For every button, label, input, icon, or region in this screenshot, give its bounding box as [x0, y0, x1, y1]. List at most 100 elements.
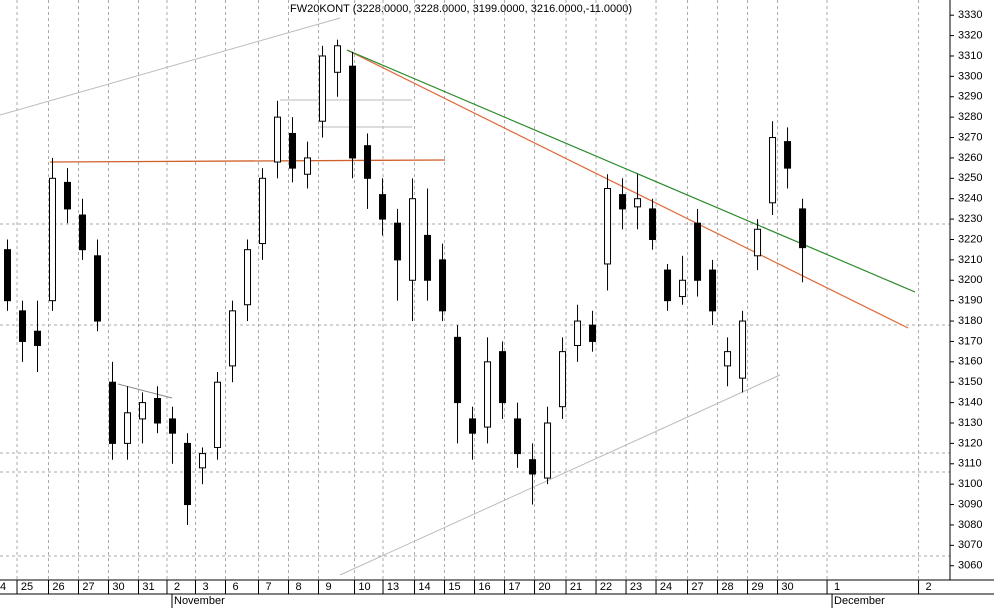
- x-tick-label: 1: [834, 581, 840, 593]
- x-tick-label: 2: [925, 581, 931, 593]
- y-tick-label: 3310: [958, 50, 982, 62]
- x-tick-label: 8: [295, 581, 301, 593]
- candle-body: [49, 177, 57, 302]
- x-tick-label: 2: [174, 581, 180, 593]
- x-tick-label: 7: [265, 581, 271, 593]
- y-tick-label: 3190: [958, 295, 982, 307]
- candle-body: [409, 198, 417, 281]
- x-tick-label: 4: [0, 581, 6, 593]
- candle-body: [199, 453, 207, 469]
- grid: [16, 0, 920, 580]
- candle-body: [124, 412, 132, 444]
- candle-body: [514, 418, 522, 455]
- y-tick-label: 3090: [958, 498, 982, 510]
- y-tick-label: 3280: [958, 111, 982, 123]
- x-tick-label: 16: [478, 581, 490, 593]
- candle-body: [4, 249, 12, 302]
- x-tick-label: 10: [358, 581, 370, 593]
- candle-body: [454, 336, 462, 404]
- candle-body: [139, 402, 147, 420]
- x-tick-label: 17: [508, 581, 520, 593]
- candle-body: [499, 351, 507, 404]
- y-tick-label: 3130: [958, 417, 982, 429]
- y-tick-label: 3290: [958, 91, 982, 103]
- x-tick-label: 24: [660, 581, 672, 593]
- trend-line: [0, 17, 341, 116]
- candle-body: [679, 279, 687, 298]
- candle-body: [274, 116, 282, 163]
- chart-title: FW20KONT (3228.0000, 3228.0000, 3199.000…: [290, 3, 632, 15]
- resistance-line: [49, 159, 446, 163]
- y-tick-label: 3250: [958, 172, 982, 184]
- y-tick-label: 3140: [958, 397, 982, 409]
- candle-body: [244, 249, 252, 306]
- y-tick-label: 3080: [958, 519, 982, 531]
- y-tick-label: 3220: [958, 233, 982, 245]
- y-tick-label: 3180: [958, 315, 982, 327]
- y-tick-label: 3320: [958, 29, 982, 41]
- candle-body: [439, 259, 447, 312]
- candle-body: [64, 181, 72, 210]
- y-tick-label: 3110: [958, 458, 982, 470]
- candle-body: [694, 222, 702, 281]
- month-label: November: [174, 595, 225, 607]
- x-tick-label: 3: [202, 581, 208, 593]
- y-tick-label: 3160: [958, 356, 982, 368]
- candle-body: [739, 320, 747, 379]
- trend-line-orange: [346, 49, 909, 329]
- candle-body: [349, 65, 357, 159]
- candle-body: [754, 228, 762, 257]
- candle-body: [724, 351, 732, 367]
- x-tick-label: 31: [142, 581, 154, 593]
- candle-body: [34, 330, 42, 347]
- y-tick-label: 3260: [958, 152, 982, 164]
- x-tick-label: 13: [387, 581, 399, 593]
- candle-body: [334, 45, 342, 73]
- y-tick-label: 3070: [958, 539, 982, 551]
- candle-body: [109, 381, 117, 444]
- candle-body: [289, 132, 297, 169]
- y-tick-label: 3240: [958, 193, 982, 205]
- y-tick-label: 3210: [958, 254, 982, 266]
- y-tick-label: 3060: [958, 560, 982, 572]
- x-tick-label: 25: [21, 581, 33, 593]
- x-tick-label: 30: [112, 581, 124, 593]
- x-tick-label: 9: [325, 581, 331, 593]
- y-tick-label: 3120: [958, 437, 982, 449]
- candle-body: [184, 442, 192, 506]
- trend-line: [339, 374, 781, 576]
- x-tick-label: 27: [82, 581, 94, 593]
- y-tick-label: 3170: [958, 335, 982, 347]
- y-tick-label: 3330: [958, 9, 982, 21]
- candle-body: [604, 188, 612, 265]
- candle-body: [784, 141, 792, 169]
- candle-body: [364, 145, 372, 179]
- candle-body: [79, 214, 87, 251]
- candle-body: [379, 194, 387, 220]
- trend-line-green: [346, 49, 916, 293]
- y-tick-label: 3230: [958, 213, 982, 225]
- candle-body: [589, 324, 597, 342]
- y-tick-label: 3300: [958, 70, 982, 82]
- candle-body: [769, 137, 777, 204]
- candle-body: [259, 177, 267, 245]
- candle-body: [529, 459, 537, 475]
- x-tick-label: 30: [781, 581, 793, 593]
- candle-body: [619, 194, 627, 210]
- candle-body: [544, 422, 552, 479]
- month-label: December: [834, 595, 885, 607]
- candle-body: [424, 234, 432, 281]
- x-tick-label: 28: [721, 581, 733, 593]
- y-tick-label: 3270: [958, 131, 982, 143]
- candle-body: [229, 310, 237, 367]
- x-tick-label: 22: [600, 581, 612, 593]
- candle-body: [559, 351, 567, 408]
- x-tick-label: 29: [751, 581, 763, 593]
- candle-body: [304, 157, 312, 175]
- candle-body: [574, 320, 582, 347]
- y-tick-label: 3200: [958, 274, 982, 286]
- x-tick-label: 15: [448, 581, 460, 593]
- candle-body: [319, 55, 327, 122]
